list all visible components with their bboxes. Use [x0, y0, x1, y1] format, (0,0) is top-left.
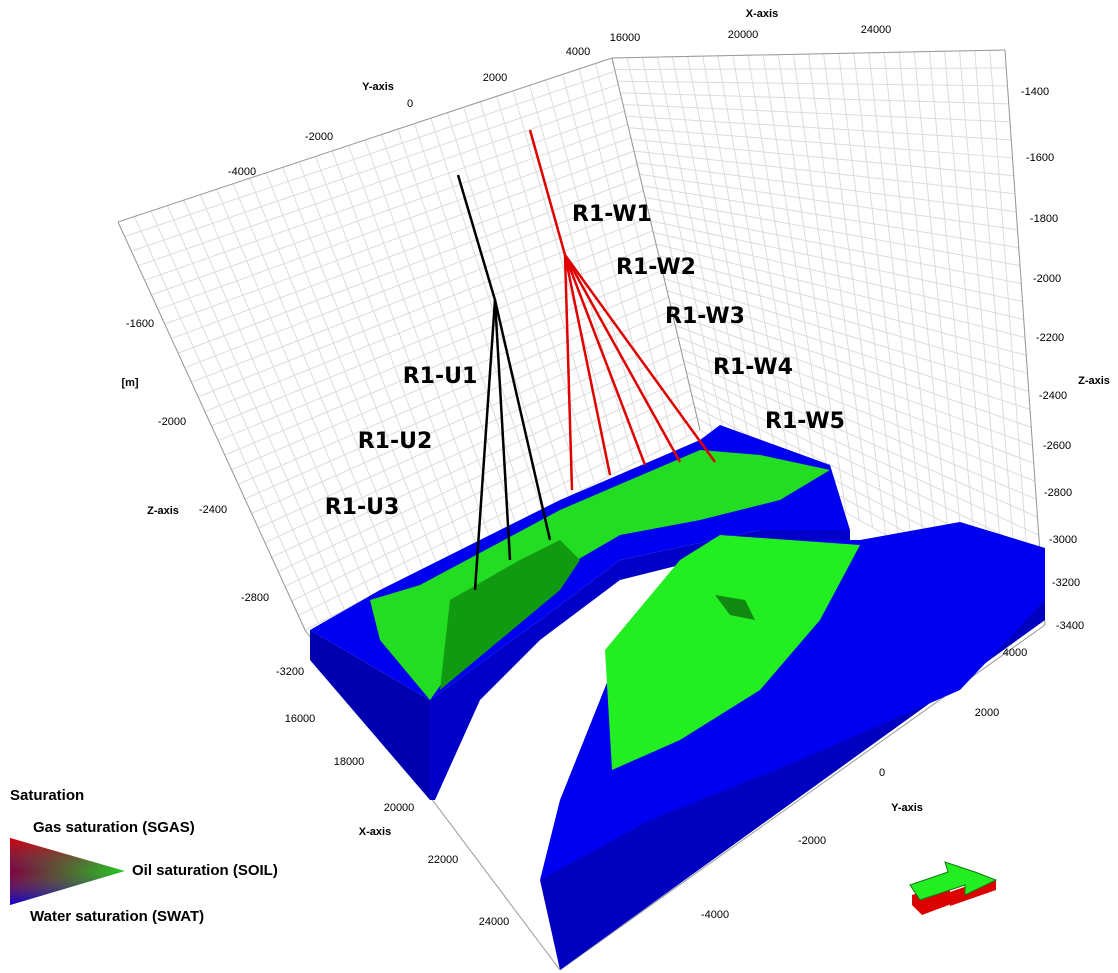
tick-label: -1600	[1026, 152, 1054, 164]
tick-label: 22000	[428, 854, 459, 866]
tick-label: -2400	[1039, 390, 1067, 402]
tick-label: -1600	[126, 318, 154, 330]
tick-label: -2000	[798, 835, 826, 847]
grid-line	[642, 186, 1019, 248]
well-label: R1-W1	[572, 202, 652, 227]
tick-label: -2200	[1036, 332, 1064, 344]
tick-label: 0	[407, 98, 413, 110]
tick-label: -2000	[158, 416, 186, 428]
well-label: R1-W4	[713, 355, 793, 380]
tick-label: 24000	[479, 916, 510, 928]
tick-label: -1800	[1030, 213, 1058, 225]
well-label: R1-U2	[358, 429, 433, 454]
tick-label: -1400	[1021, 86, 1049, 98]
grid-line	[138, 98, 621, 266]
axis-title: Y-axis	[362, 81, 394, 93]
tick-label: 2000	[483, 72, 507, 84]
tick-label: 0	[879, 767, 885, 779]
grid-line	[131, 85, 618, 252]
grid-line	[245, 310, 672, 498]
legend-item: Water saturation (SWAT)	[30, 908, 204, 925]
tick-label: 20000	[384, 802, 415, 814]
tick-label: -2800	[241, 592, 269, 604]
tick-label: 4000	[566, 46, 590, 58]
grid-line	[620, 93, 1009, 104]
tick-label: -2600	[1043, 440, 1071, 452]
tick-label: -2000	[305, 131, 333, 143]
axis-title: Y-axis	[891, 802, 923, 814]
legend-item: Gas saturation (SGAS)	[33, 819, 195, 836]
well-label: R1-U3	[325, 495, 400, 520]
tick-label: -3200	[1052, 577, 1080, 589]
tick-label: 4000	[1003, 647, 1027, 659]
well-label: R1-W2	[616, 255, 696, 280]
legend-swatch	[10, 838, 125, 905]
tick-label: -2000	[1033, 273, 1061, 285]
legend-title: Saturation	[10, 787, 84, 804]
tick-label: -3400	[1056, 620, 1084, 632]
tick-label: 16000	[610, 32, 641, 44]
tick-label: -3200	[276, 666, 304, 678]
tick-label: -2400	[199, 504, 227, 516]
well-label: R1-U1	[403, 364, 478, 389]
well-label: R1-W3	[665, 304, 745, 329]
legend-item: Oil saturation (SOIL)	[132, 862, 278, 879]
tick-label: 24000	[861, 24, 892, 36]
tick-label: -4000	[701, 909, 729, 921]
tick-label: 18000	[334, 756, 365, 768]
grid-line	[125, 71, 615, 236]
axis-title: X-axis	[359, 826, 391, 838]
reservoir-right	[540, 522, 1045, 970]
reservoir-view: X-axis160002000024000Y-axis400020000-200…	[0, 0, 1118, 973]
tick-label: -3000	[1049, 534, 1077, 546]
grid-line	[629, 128, 1013, 158]
tick-label: -4000	[228, 166, 256, 178]
grid-line	[648, 209, 1022, 283]
tick-label: 2000	[975, 707, 999, 719]
orientation-arrow	[910, 862, 996, 915]
tick-label: -2800	[1044, 487, 1072, 499]
tick-label: 20000	[728, 29, 759, 41]
tick-label: 16000	[285, 713, 316, 725]
grid-line	[640, 174, 1018, 229]
axis-unit: [m]	[121, 377, 138, 389]
axis-title: X-axis	[746, 8, 778, 20]
axis-title: Z-axis	[1078, 375, 1110, 387]
well-label: R1-W5	[765, 409, 845, 434]
axis-title: Z-axis	[147, 505, 179, 517]
